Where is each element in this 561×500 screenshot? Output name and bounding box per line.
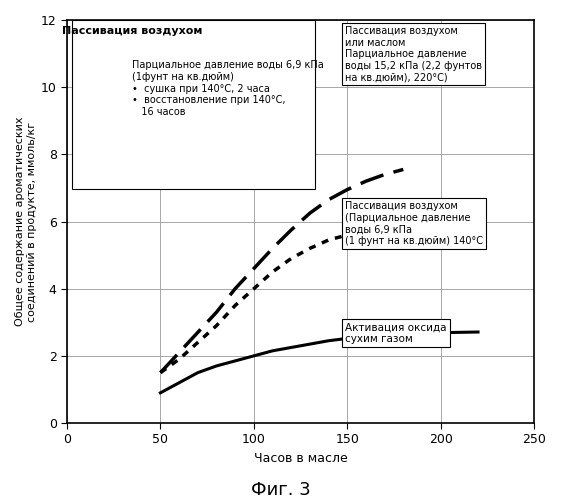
Text: Пассивация воздухом
или маслом
Парциальное давление
воды 15,2 кПа (2,2 фунтов
на: Пассивация воздухом или маслом Парциальн…	[345, 26, 482, 82]
FancyBboxPatch shape	[72, 20, 315, 190]
Y-axis label: Общее содержание ароматических
соединений в продукте, ммоль/кг: Общее содержание ароматических соединени…	[15, 117, 36, 326]
X-axis label: Часов в масле: Часов в масле	[254, 452, 347, 465]
Text: Пассивация воздухом
(Парциальное давление
воды 6,9 кПа
(1 фунт на кв.дюйм) 140°C: Пассивация воздухом (Парциальное давлени…	[345, 202, 483, 246]
Text: Парциальное давление воды 6,9 кПа
(1фунт на кв.дюйм)
•  сушка при 140°C, 2 часа
: Парциальное давление воды 6,9 кПа (1фунт…	[132, 60, 324, 116]
Text: Активация оксида
сухим газом: Активация оксида сухим газом	[345, 322, 447, 344]
Text: Фиг. 3: Фиг. 3	[251, 481, 310, 499]
Text: Пассивация воздухом: Пассивация воздухом	[62, 26, 203, 36]
